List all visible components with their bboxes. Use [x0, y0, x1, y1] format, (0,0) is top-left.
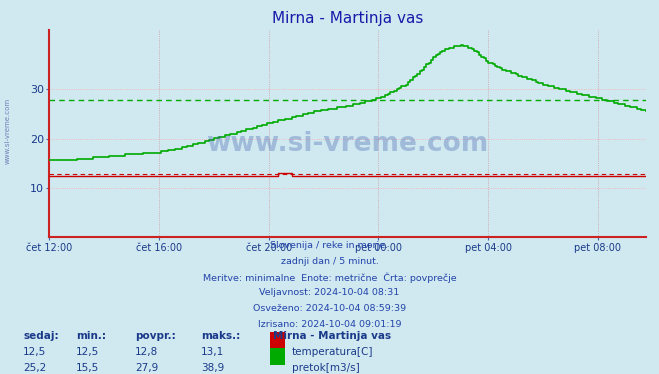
Text: maks.:: maks.:: [201, 331, 241, 341]
Text: Osveženo: 2024-10-04 08:59:39: Osveženo: 2024-10-04 08:59:39: [253, 304, 406, 313]
Text: www.si-vreme.com: www.si-vreme.com: [206, 131, 489, 157]
Text: 27,9: 27,9: [135, 363, 158, 373]
Text: Mirna - Martinja vas: Mirna - Martinja vas: [273, 331, 391, 341]
Title: Mirna - Martinja vas: Mirna - Martinja vas: [272, 11, 423, 26]
Text: sedaj:: sedaj:: [23, 331, 59, 341]
Text: povpr.:: povpr.:: [135, 331, 176, 341]
Text: 15,5: 15,5: [76, 363, 99, 373]
Text: pretok[m3/s]: pretok[m3/s]: [292, 363, 360, 373]
Text: temperatura[C]: temperatura[C]: [292, 347, 374, 357]
Text: Izrisano: 2024-10-04 09:01:19: Izrisano: 2024-10-04 09:01:19: [258, 320, 401, 329]
Text: Slovenija / reke in morje.: Slovenija / reke in morje.: [270, 241, 389, 250]
Text: www.si-vreme.com: www.si-vreme.com: [5, 98, 11, 164]
Text: 25,2: 25,2: [23, 363, 46, 373]
Text: min.:: min.:: [76, 331, 106, 341]
Text: Meritve: minimalne  Enote: metrične  Črta: povprečje: Meritve: minimalne Enote: metrične Črta:…: [203, 273, 456, 283]
Text: Veljavnost: 2024-10-04 08:31: Veljavnost: 2024-10-04 08:31: [260, 288, 399, 297]
Text: 12,8: 12,8: [135, 347, 158, 357]
Text: 38,9: 38,9: [201, 363, 224, 373]
Text: 12,5: 12,5: [76, 347, 99, 357]
Text: 12,5: 12,5: [23, 347, 46, 357]
Text: 13,1: 13,1: [201, 347, 224, 357]
Text: zadnji dan / 5 minut.: zadnji dan / 5 minut.: [281, 257, 378, 266]
